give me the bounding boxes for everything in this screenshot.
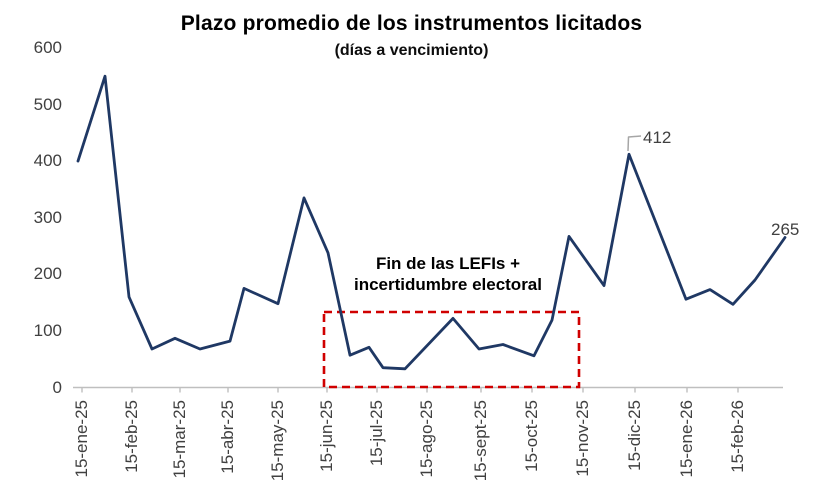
callout-leader-line xyxy=(627,135,642,152)
x-axis-tick-label: 15-jul-25 xyxy=(367,400,386,467)
y-axis-tick-label: 400 xyxy=(33,151,62,171)
chart-title: Plazo promedio de los instrumentos licit… xyxy=(180,12,643,35)
series-line xyxy=(76,74,787,371)
x-axis-tick-label: 15-ago-25 xyxy=(417,400,436,478)
highlight-box xyxy=(322,310,581,389)
x-axis-tick-label: 15-feb-25 xyxy=(122,400,141,473)
y-axis-tick-label: 0 xyxy=(52,377,62,397)
annotation-line-1: Fin de las LEFIs + xyxy=(375,254,521,273)
y-axis-tick-label: 300 xyxy=(33,207,62,227)
x-axis-tick-label: 15-oct-25 xyxy=(522,400,541,472)
x-axis-tick-label: 15-dic-25 xyxy=(625,400,644,471)
chart-subtitle: (días a vencimiento) xyxy=(334,42,489,59)
y-axis-tick-label: 200 xyxy=(33,264,62,284)
annotation-text: Fin de las LEFIs + incertidumbre elector… xyxy=(288,253,608,295)
x-axis-tick-label: 15-abr-25 xyxy=(218,400,237,474)
x-axis-tick-label: 15-nov-25 xyxy=(573,400,592,477)
x-axis-tick-label: 15-feb-26 xyxy=(728,400,747,473)
annotation-line-2: incertidumbre electoral xyxy=(353,275,542,294)
x-axis-tick-label: 15-ene-26 xyxy=(677,400,696,478)
data-callout-label: 412 xyxy=(643,128,672,147)
y-axis-tick-label: 500 xyxy=(33,94,62,114)
data-callout-label: 265 xyxy=(771,220,800,239)
y-axis-tick-label: 100 xyxy=(33,320,62,340)
x-axis-tick-label: 15-mar-25 xyxy=(170,400,189,479)
y-axis-tick-label: 600 xyxy=(33,37,62,57)
x-axis-tick-label: 15-jun-25 xyxy=(317,400,336,472)
x-axis-tick-label: 15-ene-25 xyxy=(72,400,91,478)
x-axis-tick-label: 15-may-25 xyxy=(268,400,287,482)
x-axis-tick-label: 15-sept-25 xyxy=(471,400,490,482)
